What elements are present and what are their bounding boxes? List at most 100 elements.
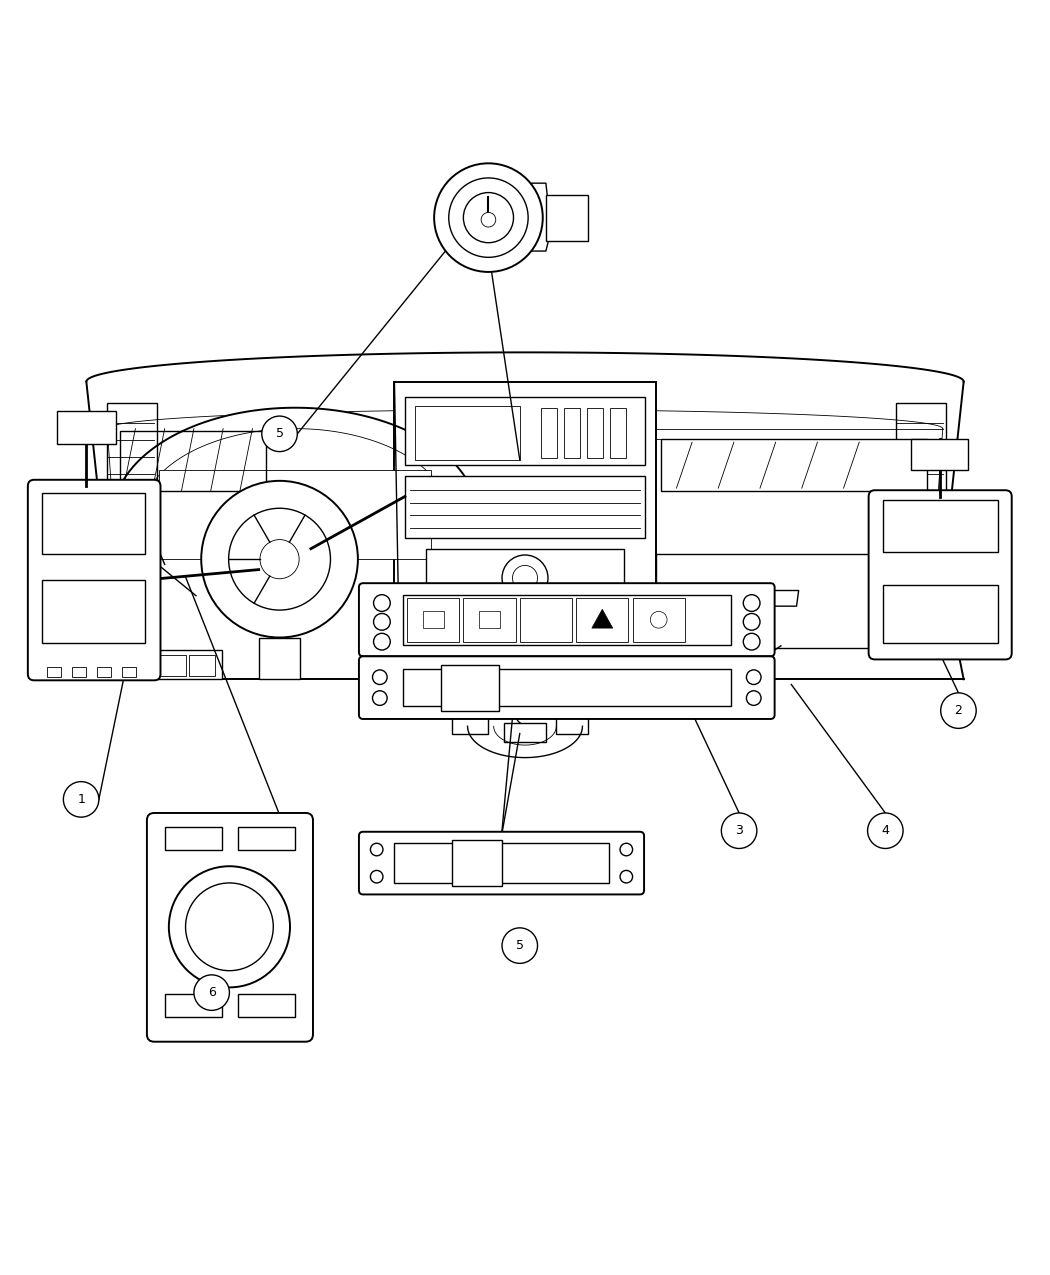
Bar (610, 408, 626, 458)
Bar (452, 840, 502, 886)
Circle shape (202, 481, 358, 638)
FancyBboxPatch shape (359, 657, 775, 719)
Bar (660, 439, 927, 491)
Bar (46, 667, 61, 677)
Bar (237, 993, 295, 1016)
Circle shape (502, 555, 548, 601)
Circle shape (371, 843, 383, 856)
Bar (42, 493, 145, 553)
Circle shape (481, 213, 496, 227)
Circle shape (194, 975, 229, 1010)
Polygon shape (86, 575, 964, 680)
Polygon shape (114, 408, 476, 560)
Text: 6: 6 (208, 986, 215, 1000)
Bar (91, 658, 139, 680)
Bar (42, 580, 145, 643)
Bar (189, 655, 215, 676)
Text: 4: 4 (881, 824, 889, 838)
Bar (441, 664, 499, 710)
Bar (556, 715, 588, 733)
Bar (405, 398, 645, 465)
Bar (237, 826, 295, 849)
Circle shape (229, 509, 331, 609)
Circle shape (747, 691, 761, 705)
Bar (632, 598, 685, 641)
Bar (154, 650, 223, 680)
Bar (405, 476, 645, 538)
Polygon shape (592, 609, 613, 629)
Circle shape (448, 179, 528, 258)
FancyBboxPatch shape (147, 813, 313, 1042)
Circle shape (743, 634, 760, 650)
Circle shape (743, 613, 760, 630)
Bar (416, 405, 520, 460)
Circle shape (434, 163, 543, 272)
Bar (57, 411, 116, 444)
Bar (395, 381, 655, 680)
Text: 1: 1 (77, 793, 85, 806)
Bar (258, 638, 300, 680)
Text: 3: 3 (735, 824, 743, 838)
Bar (883, 585, 999, 643)
Circle shape (463, 193, 513, 242)
Bar (165, 826, 223, 849)
Bar (97, 667, 111, 677)
Circle shape (867, 813, 903, 848)
Circle shape (261, 416, 297, 451)
FancyBboxPatch shape (359, 831, 644, 895)
FancyBboxPatch shape (28, 479, 161, 681)
Bar (165, 993, 223, 1016)
Bar (587, 408, 604, 458)
Circle shape (260, 539, 299, 579)
FancyBboxPatch shape (359, 583, 775, 657)
Circle shape (374, 613, 391, 630)
Circle shape (374, 594, 391, 612)
Text: 5: 5 (516, 940, 524, 952)
Bar (452, 715, 488, 733)
Circle shape (373, 691, 387, 705)
Circle shape (186, 884, 273, 970)
Circle shape (621, 871, 632, 884)
Circle shape (621, 843, 632, 856)
Polygon shape (441, 184, 551, 251)
Bar (504, 723, 546, 742)
Bar (520, 598, 572, 641)
Polygon shape (716, 590, 799, 606)
Bar (564, 408, 581, 458)
Bar (463, 598, 516, 641)
Circle shape (169, 866, 290, 987)
Bar (120, 431, 266, 491)
Bar (160, 470, 430, 560)
Bar (546, 195, 588, 241)
Bar (122, 667, 136, 677)
Text: 5: 5 (275, 427, 284, 440)
Bar (896, 403, 946, 491)
Bar (436, 640, 494, 658)
Bar (71, 667, 86, 677)
Text: 2: 2 (954, 704, 963, 717)
Bar (407, 598, 459, 641)
Bar (403, 669, 731, 706)
Circle shape (743, 594, 760, 612)
Circle shape (63, 782, 99, 817)
Bar (423, 612, 443, 629)
Bar (395, 843, 609, 884)
Bar (107, 403, 158, 491)
Bar (479, 612, 500, 629)
Circle shape (371, 871, 383, 884)
Bar (911, 439, 968, 470)
Bar (541, 408, 558, 458)
Circle shape (373, 669, 387, 685)
FancyBboxPatch shape (868, 490, 1012, 659)
Bar (426, 548, 624, 606)
Circle shape (502, 928, 538, 964)
Circle shape (374, 634, 391, 650)
Circle shape (721, 813, 757, 848)
Bar (160, 655, 186, 676)
Circle shape (747, 669, 761, 685)
Bar (576, 598, 628, 641)
Bar (655, 553, 932, 648)
Bar (883, 500, 999, 552)
Circle shape (941, 692, 977, 728)
Bar (403, 594, 731, 645)
